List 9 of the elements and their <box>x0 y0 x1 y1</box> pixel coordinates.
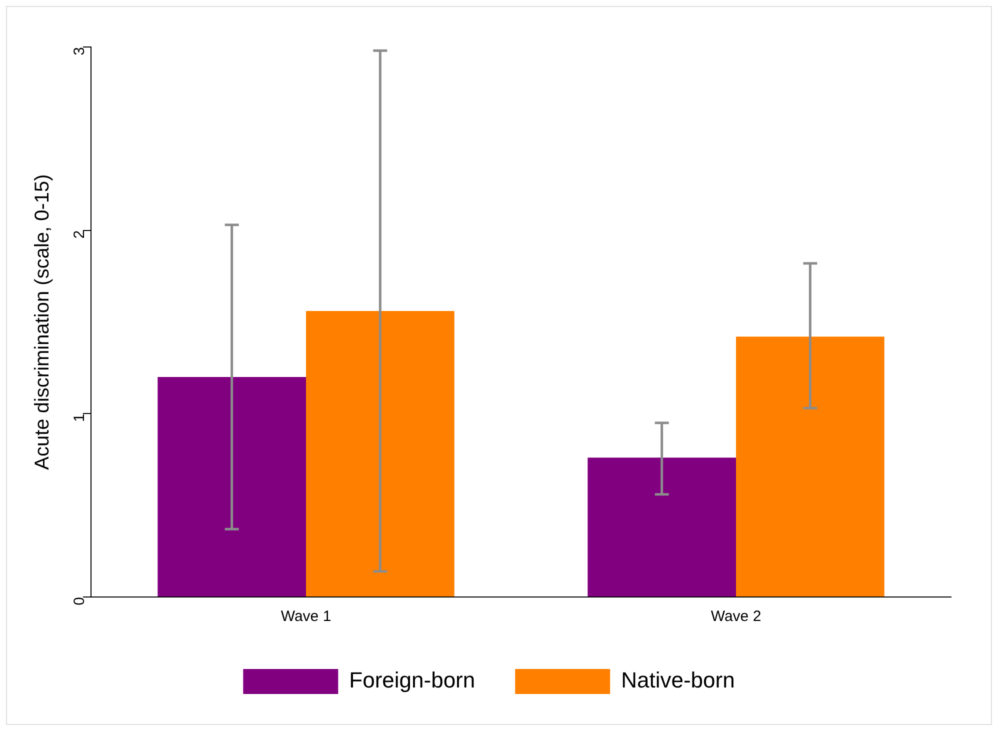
y-tick-label: 2 <box>71 230 88 239</box>
y-tick-label: 0 <box>71 597 88 606</box>
legend-label: Native-born <box>621 668 735 693</box>
y-tick-label: 1 <box>71 414 88 422</box>
y-tick-label: 3 <box>71 47 88 56</box>
legend-label: Foreign-born <box>349 668 476 693</box>
y-axis-title: Acute discrimination (scale, 0-15) <box>32 174 54 470</box>
x-tick-label: Wave 1 <box>280 608 332 626</box>
x-tick-label: Wave 2 <box>710 608 762 626</box>
